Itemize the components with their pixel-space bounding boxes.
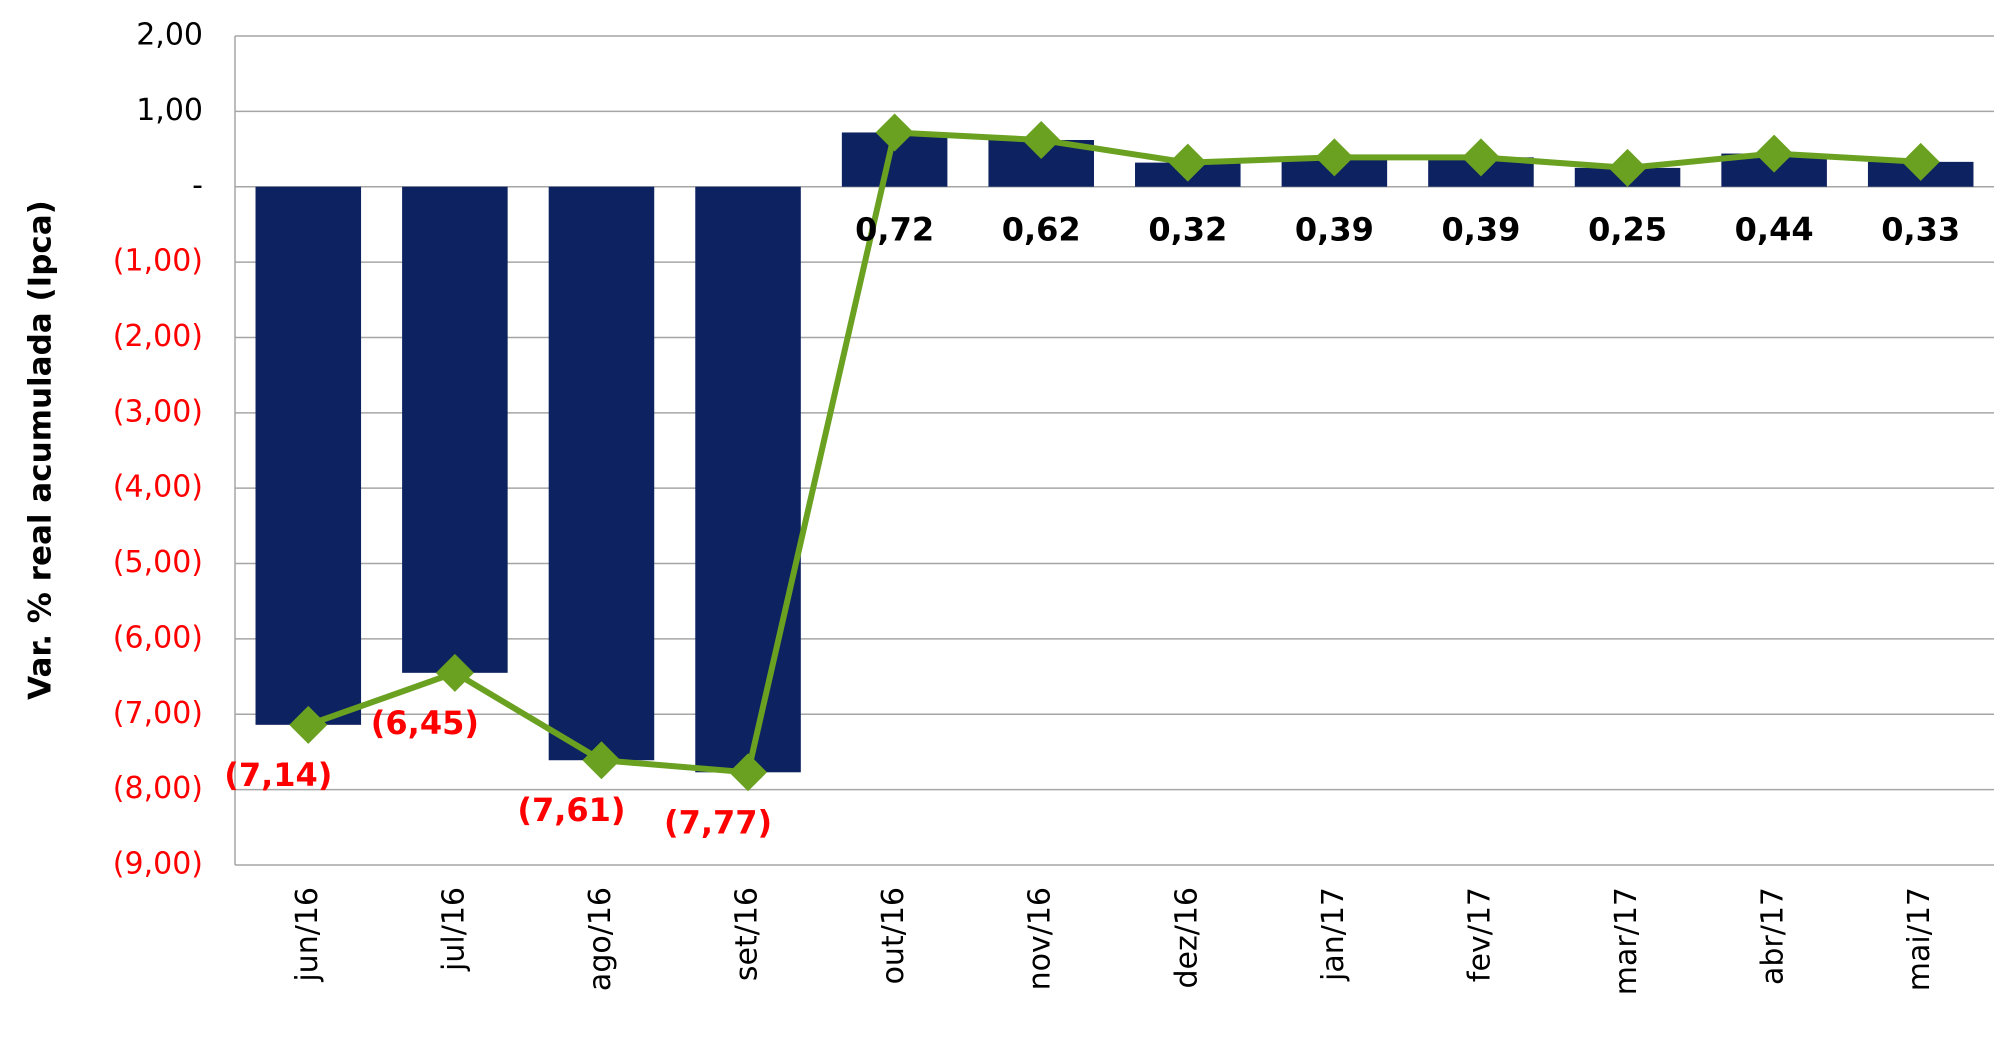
x-tick-label: mai/17 <box>1902 887 1937 991</box>
y-tick-label: (7,00) <box>113 696 203 731</box>
y-tick-label: (3,00) <box>113 394 203 429</box>
y-tick-label: (1,00) <box>113 244 203 279</box>
line-marker <box>729 753 768 792</box>
y-tick-label: (5,00) <box>113 545 203 580</box>
y-tick-label: (2,00) <box>113 319 203 354</box>
line-marker <box>875 113 914 152</box>
x-tick-label: mar/17 <box>1609 887 1644 995</box>
data-label: 0,62 <box>1002 211 1081 249</box>
line-marker <box>582 741 621 780</box>
y-axis-title: Var. % real acumulada (Ipca) <box>23 200 59 700</box>
bar <box>548 186 655 761</box>
y-tick-label: - <box>192 168 203 203</box>
line-marker <box>289 705 328 744</box>
line-marker <box>435 653 474 692</box>
data-label: 0,32 <box>1148 211 1227 249</box>
y-tick-label: (9,00) <box>113 847 203 882</box>
bar <box>255 186 362 725</box>
line-marker <box>1755 134 1794 173</box>
y-tick-label: (8,00) <box>113 771 203 806</box>
x-tick-label: abr/17 <box>1756 887 1791 985</box>
line-marker <box>1022 121 1061 160</box>
data-label: (7,14) <box>224 756 332 794</box>
x-tick-label: jun/16 <box>290 887 325 983</box>
x-tick-label: ago/16 <box>583 887 618 991</box>
y-tick-label: 1,00 <box>136 93 203 128</box>
x-tick-label: jul/16 <box>436 887 471 972</box>
bar <box>402 186 508 673</box>
data-label: (7,61) <box>517 791 625 829</box>
y-tick-label: (6,00) <box>113 620 203 655</box>
data-label: 0,44 <box>1735 211 1814 249</box>
x-tick-label: jan/17 <box>1316 887 1351 982</box>
y-tick-label: (4,00) <box>113 470 203 505</box>
data-label: (6,45) <box>371 704 479 742</box>
line-marker <box>1315 138 1354 177</box>
line-marker <box>1901 142 1940 181</box>
data-label: (7,77) <box>664 803 772 841</box>
line-marker <box>1461 138 1500 177</box>
x-tick-label: fev/17 <box>1462 887 1497 982</box>
x-tick-label: out/16 <box>876 887 911 984</box>
data-label: 0,33 <box>1881 211 1960 249</box>
x-tick-label: set/16 <box>730 887 765 981</box>
data-label: 0,39 <box>1295 211 1374 249</box>
line-marker <box>1168 143 1207 182</box>
bar <box>695 186 801 773</box>
line-marker <box>1608 148 1647 187</box>
line <box>307 129 1921 776</box>
x-tick-label: nov/16 <box>1023 887 1058 990</box>
y-tick-label: 2,00 <box>136 18 203 53</box>
data-label: 0,39 <box>1441 211 1520 249</box>
x-tick-label: dez/16 <box>1169 887 1204 989</box>
data-label: 0,25 <box>1588 211 1667 249</box>
data-label: 0,72 <box>855 211 934 249</box>
